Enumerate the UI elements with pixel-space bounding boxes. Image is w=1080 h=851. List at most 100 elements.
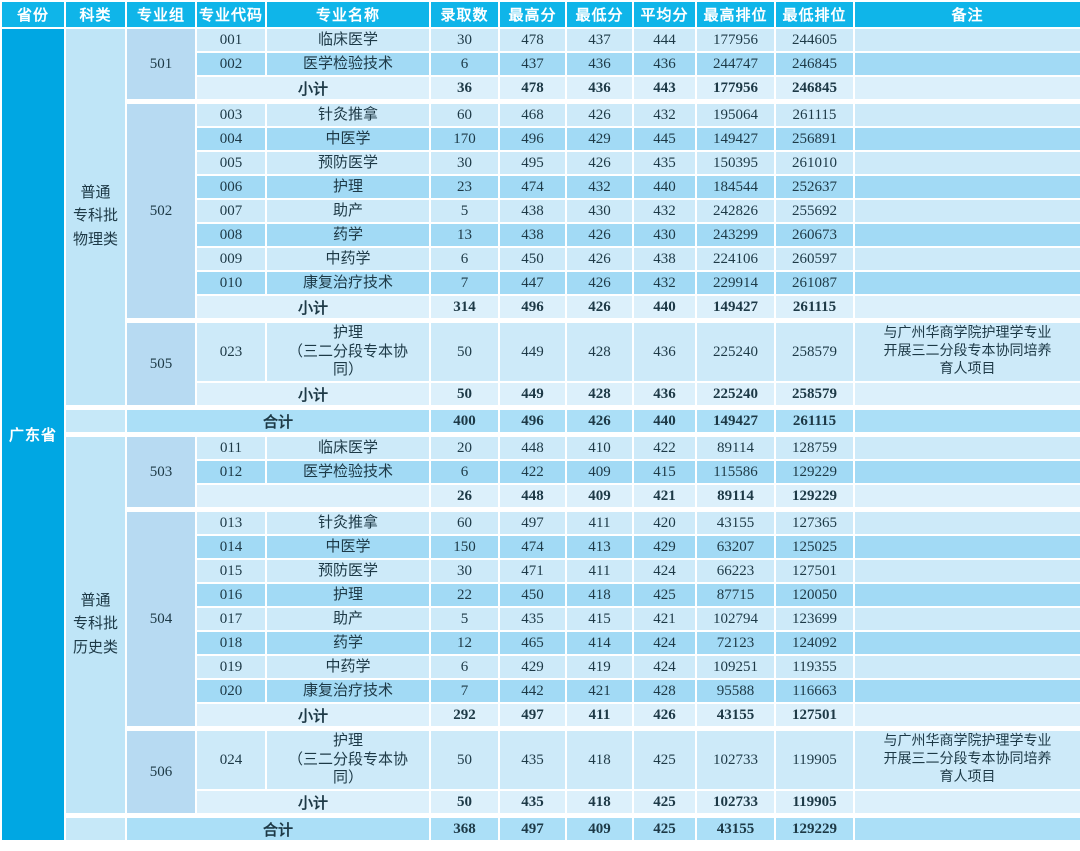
avg-score-cell: 435: [632, 150, 697, 176]
min-score-cell: 426: [565, 270, 634, 296]
table-row: 010 康复治疗技术 7 447 426 432 229914 261087: [1, 270, 1080, 296]
max-rank-cell: 243299: [695, 222, 776, 248]
category-empty-cell: [64, 813, 127, 842]
remark-cell: 与广州华商学院护理学专业 开展三二分段专本协同培养 育人项目: [853, 726, 1080, 791]
major-code-cell: 014: [195, 534, 267, 560]
remark-cell: [853, 27, 1080, 53]
major-code-cell: 016: [195, 582, 267, 608]
column-header-max-score: 最高分: [498, 0, 567, 29]
remark-cell: [853, 654, 1080, 680]
avg-score-cell: 440: [632, 174, 697, 200]
min-score-cell: 409: [565, 459, 634, 485]
avg-score-cell: 432: [632, 99, 697, 128]
remark-cell: [853, 51, 1080, 77]
major-code-cell: 001: [195, 27, 267, 53]
min-score-cell: 411: [565, 702, 634, 730]
major-code-cell: 008: [195, 222, 267, 248]
min-score-cell: 418: [565, 726, 634, 791]
admit-count-cell: 150: [429, 534, 500, 560]
major-code-cell: 012: [195, 459, 267, 485]
major-code-cell: 003: [195, 99, 267, 128]
column-header-avg-score: 平均分: [632, 0, 697, 29]
major-name-cell: 医学检验技术: [265, 51, 431, 77]
max-score-cell: 474: [498, 174, 567, 200]
major-code-cell: 024: [195, 726, 267, 791]
min-rank-cell: 129229: [774, 813, 855, 842]
remark-cell: [853, 126, 1080, 152]
major-name-cell: 中医学: [265, 126, 431, 152]
subtotal-label-cell: 小计: [195, 75, 431, 103]
avg-score-cell: 420: [632, 507, 697, 536]
subtotal-row: 26 448 409 421 89114 129229: [1, 483, 1080, 511]
admit-count-cell: 12: [429, 630, 500, 656]
subtotal-label-cell: [195, 483, 431, 511]
admit-count-cell: 22: [429, 582, 500, 608]
admit-count-cell: 6: [429, 51, 500, 77]
min-score-cell: 409: [565, 483, 634, 511]
avg-score-cell: 415: [632, 459, 697, 485]
total-row: 合计 400 496 426 440 149427 261115: [1, 405, 1080, 436]
max-rank-cell: 149427: [695, 126, 776, 152]
admit-count-cell: 50: [429, 789, 500, 817]
min-score-cell: 426: [565, 294, 634, 322]
max-rank-cell: 244747: [695, 51, 776, 77]
avg-score-cell: 426: [632, 702, 697, 730]
min-rank-cell: 260673: [774, 222, 855, 248]
major-group-cell: 501: [125, 27, 197, 103]
min-score-cell: 432: [565, 174, 634, 200]
min-score-cell: 426: [565, 246, 634, 272]
province-cell: 广东省: [0, 27, 66, 842]
total-label-cell: 合计: [125, 813, 431, 842]
avg-score-cell: 421: [632, 483, 697, 511]
table-row: 018 药学 12 465 414 424 72123 124092: [1, 630, 1080, 656]
min-rank-cell: 255692: [774, 198, 855, 224]
avg-score-cell: 425: [632, 726, 697, 791]
major-name-cell: 中药学: [265, 654, 431, 680]
remark-cell: [853, 558, 1080, 584]
avg-score-cell: 424: [632, 558, 697, 584]
max-rank-cell: 115586: [695, 459, 776, 485]
min-score-cell: 437: [565, 27, 634, 53]
remark-cell: [853, 222, 1080, 248]
min-rank-cell: 129229: [774, 459, 855, 485]
major-name-cell: 护理: [265, 582, 431, 608]
min-rank-cell: 119355: [774, 654, 855, 680]
max-rank-cell: 109251: [695, 654, 776, 680]
subtotal-row: 小计 314 496 426 440 149427 261115: [1, 294, 1080, 322]
min-rank-cell: 129229: [774, 483, 855, 511]
avg-score-cell: 429: [632, 534, 697, 560]
major-code-cell: 002: [195, 51, 267, 77]
major-group-cell: 506: [125, 726, 197, 817]
min-rank-cell: 127365: [774, 507, 855, 536]
max-rank-cell: 87715: [695, 582, 776, 608]
column-header-province: 省份: [0, 0, 66, 29]
avg-score-cell: 430: [632, 222, 697, 248]
column-header-major-code: 专业代码: [195, 0, 267, 29]
major-name-cell: 助产: [265, 198, 431, 224]
max-rank-cell: 177956: [695, 27, 776, 53]
max-score-cell: 435: [498, 789, 567, 817]
min-rank-cell: 260597: [774, 246, 855, 272]
min-score-cell: 426: [565, 222, 634, 248]
remark-cell: [853, 507, 1080, 536]
max-score-cell: 497: [498, 702, 567, 730]
category-cell: 普通 专科批 物理类: [64, 27, 127, 409]
max-score-cell: 448: [498, 432, 567, 461]
table-row: 008 药学 13 438 426 430 243299 260673: [1, 222, 1080, 248]
admit-count-cell: 5: [429, 606, 500, 632]
major-code-cell: 007: [195, 198, 267, 224]
column-header-max-rank: 最高排位: [695, 0, 776, 29]
max-rank-cell: 224106: [695, 246, 776, 272]
max-score-cell: 497: [498, 507, 567, 536]
admit-count-cell: 60: [429, 507, 500, 536]
table-row: 505 023 护理 （三二分段专本协 同） 50 449 428 436 225240 258…: [1, 318, 1080, 409]
max-rank-cell: 177956: [695, 75, 776, 103]
major-name-cell: 中药学: [265, 246, 431, 272]
min-score-cell: 429: [565, 126, 634, 152]
max-score-cell: 437: [498, 51, 567, 77]
header-row: 省份 科类 专业组 专业代码 专业名称 录取数 最高分 最低分 平均分 最高排位…: [0, 0, 1080, 29]
remark-cell: [853, 381, 1080, 409]
table-row: 002 医学检验技术 6 437 436 436 244747 246845: [1, 51, 1080, 77]
major-name-cell: 预防医学: [265, 150, 431, 176]
avg-score-cell: 424: [632, 654, 697, 680]
